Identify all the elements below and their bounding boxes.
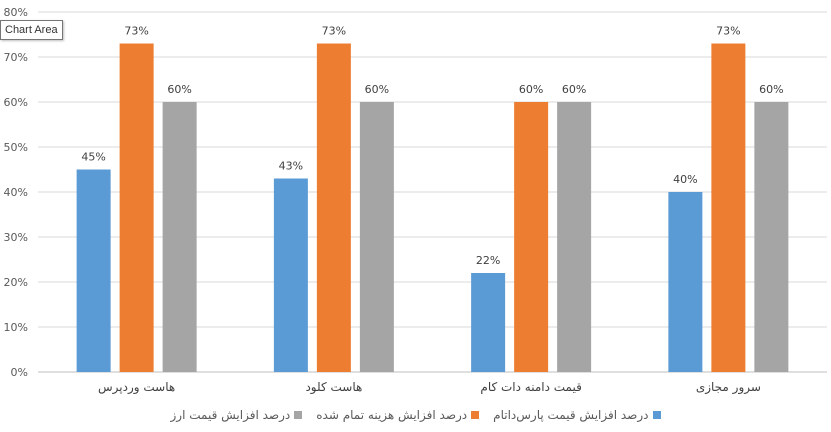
bar <box>76 169 111 372</box>
y-tick-label: 30% <box>4 231 28 244</box>
x-axis-ticks: هاست وردپرس هاست کلود قیمت دامنه دات کام سر… <box>98 380 761 395</box>
bar <box>273 178 308 372</box>
legend: درصد افزایش قیمت پارس‌داتام درصد افزایش ه… <box>0 405 831 425</box>
data-label: 73% <box>322 25 346 38</box>
data-label: 73% <box>716 25 740 38</box>
legend-swatch <box>294 411 303 419</box>
bar <box>316 43 351 372</box>
bars <box>76 43 789 372</box>
bar <box>557 102 592 372</box>
y-axis-ticks: 0% 10% 20% 30% 40% 50% 60% 70% 80% <box>4 6 28 379</box>
y-tick-label: 50% <box>4 141 28 154</box>
bar <box>668 192 703 372</box>
legend-item: درصد افزایش هزینه تمام شده <box>316 408 480 422</box>
data-label: 45% <box>81 151 105 164</box>
data-label: 60% <box>759 83 783 96</box>
bar <box>711 43 746 372</box>
data-label: 22% <box>476 254 500 267</box>
bar <box>359 102 394 372</box>
bar <box>119 43 154 372</box>
y-tick-label: 0% <box>11 366 28 379</box>
x-tick-label: هاست کلود <box>305 380 362 395</box>
x-tick-label: قیمت دامنه دات کام <box>480 380 581 394</box>
data-label: 43% <box>279 160 303 173</box>
legend-item: درصد افزایش قیمت پارس‌داتام <box>493 408 661 422</box>
legend-item: درصد افزایش قیمت ارز <box>171 408 303 422</box>
legend-label: درصد افزایش قیمت پارس‌داتام <box>493 408 649 422</box>
data-label: 60% <box>167 83 191 96</box>
y-tick-label: 60% <box>4 96 28 109</box>
bar <box>162 102 197 372</box>
x-tick-label: سرور مجازی <box>696 380 761 395</box>
y-tick-label: 80% <box>4 6 28 19</box>
bar <box>754 102 789 372</box>
data-labels: 45% 73% 60% 43% 73% 60% 22% 60% 60% 40% 73% 60% <box>81 25 783 268</box>
bar <box>471 273 506 372</box>
gridlines <box>38 11 827 373</box>
y-tick-label: 20% <box>4 276 28 289</box>
data-label: 40% <box>673 173 697 186</box>
data-label: 60% <box>519 83 543 96</box>
data-label: 60% <box>365 83 389 96</box>
legend-label: درصد افزایش هزینه تمام شده <box>316 408 468 422</box>
legend-swatch <box>652 411 661 419</box>
y-tick-label: 40% <box>4 186 28 199</box>
y-tick-label: 70% <box>4 51 28 64</box>
legend-swatch <box>471 411 480 419</box>
x-tick-label: هاست وردپرس <box>98 380 175 395</box>
y-tick-label: 10% <box>4 321 28 334</box>
data-label: 73% <box>124 25 148 38</box>
bar <box>514 102 549 372</box>
legend-label: درصد افزایش قیمت ارز <box>170 408 291 422</box>
data-label: 60% <box>562 83 586 96</box>
chart-area-tooltip: Chart Area <box>0 20 63 40</box>
